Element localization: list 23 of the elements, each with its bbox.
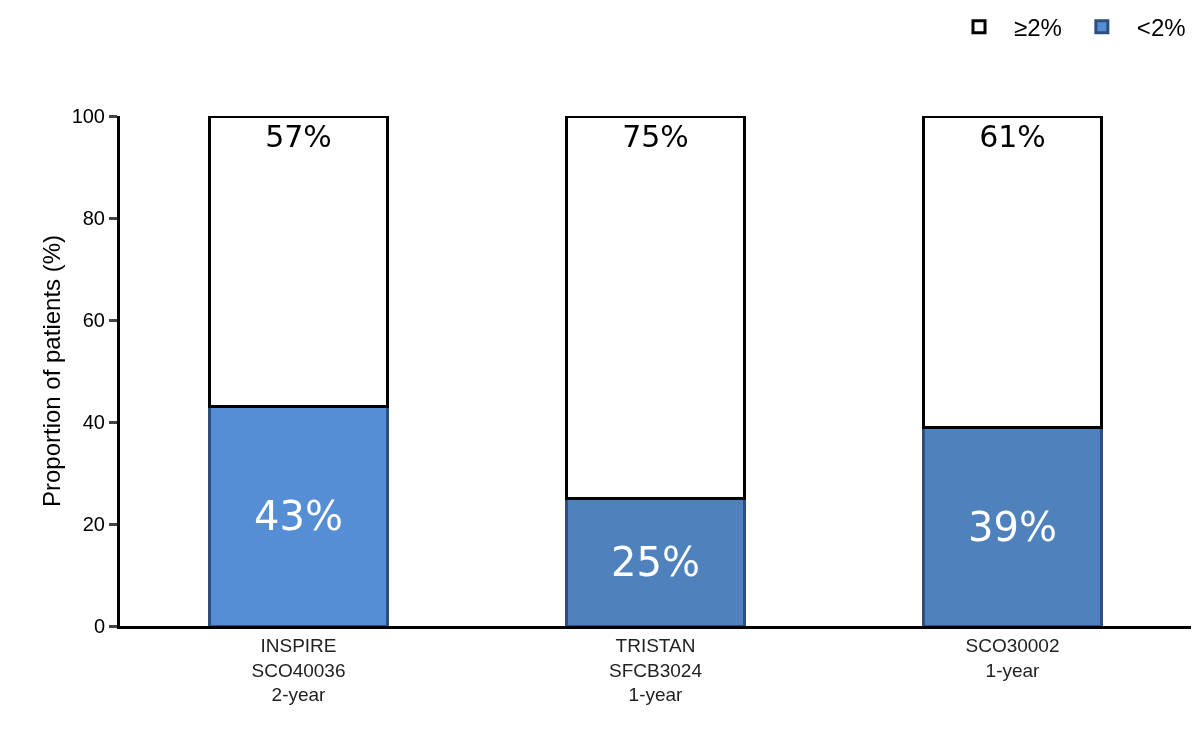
data-label: 43% [254, 493, 343, 540]
data-label: 75% [622, 119, 689, 154]
x-tick-label: SCO30002 1-year [965, 634, 1060, 681]
bar [921, 116, 1104, 429]
bar [564, 497, 747, 626]
y-tick-label: 0 [93, 615, 105, 637]
y-tick-label: 60 [82, 309, 105, 331]
data-label: 57% [265, 119, 332, 154]
y-tick-label: 40 [82, 411, 105, 433]
bar [207, 405, 390, 626]
data-label: 61% [979, 119, 1046, 154]
y-tick-label: 80 [82, 207, 105, 229]
legend-label: ≥2% [1014, 14, 1062, 42]
bar [207, 116, 390, 409]
y-tick-label: 20 [82, 513, 105, 535]
x-tick-label: INSPIRE SCO40036 2-year [251, 634, 346, 706]
data-label: 39% [968, 503, 1057, 550]
x-tick-label: TRISTAN SFCB3024 1-year [609, 634, 703, 706]
legend-label: <2% [1136, 14, 1186, 42]
y-axis-title: Proportion of patients (%) [38, 234, 65, 508]
bar [564, 116, 747, 500]
y-tick-label: 100 [71, 105, 105, 127]
data-label: 25% [611, 539, 700, 586]
